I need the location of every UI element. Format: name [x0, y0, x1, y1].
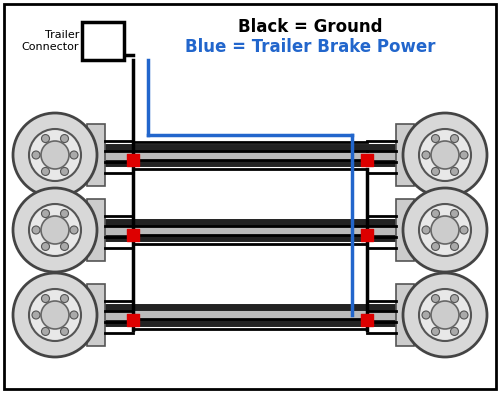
- Point: [129, 317, 137, 323]
- Point: [363, 157, 371, 163]
- Text: Trailer
Connector: Trailer Connector: [22, 30, 79, 52]
- Circle shape: [450, 327, 458, 336]
- Circle shape: [42, 134, 50, 143]
- Bar: [82, 22, 124, 60]
- Circle shape: [29, 289, 81, 341]
- Circle shape: [41, 216, 69, 244]
- Circle shape: [450, 167, 458, 175]
- Circle shape: [70, 226, 78, 234]
- Circle shape: [460, 226, 468, 234]
- Circle shape: [70, 151, 78, 159]
- Circle shape: [403, 188, 487, 272]
- Circle shape: [460, 311, 468, 319]
- Circle shape: [432, 294, 440, 303]
- Circle shape: [432, 209, 440, 218]
- Circle shape: [60, 209, 68, 218]
- Circle shape: [42, 209, 50, 218]
- Bar: [86, 284, 104, 346]
- Circle shape: [422, 311, 430, 319]
- Circle shape: [13, 113, 97, 197]
- Circle shape: [432, 327, 440, 336]
- Point: [129, 232, 137, 238]
- Circle shape: [422, 226, 430, 234]
- Circle shape: [70, 311, 78, 319]
- Circle shape: [41, 301, 69, 329]
- Circle shape: [29, 204, 81, 256]
- Point: [363, 317, 371, 323]
- Circle shape: [60, 242, 68, 250]
- Bar: [396, 199, 413, 261]
- Circle shape: [42, 294, 50, 303]
- Bar: [396, 284, 413, 346]
- Circle shape: [450, 242, 458, 250]
- Circle shape: [42, 327, 50, 336]
- Bar: [86, 199, 104, 261]
- Circle shape: [60, 134, 68, 143]
- Point: [129, 157, 137, 163]
- Circle shape: [431, 301, 459, 329]
- Circle shape: [60, 294, 68, 303]
- Circle shape: [432, 134, 440, 143]
- Circle shape: [403, 273, 487, 357]
- Circle shape: [13, 188, 97, 272]
- Circle shape: [32, 226, 40, 234]
- Circle shape: [460, 151, 468, 159]
- Circle shape: [13, 273, 97, 357]
- Circle shape: [422, 151, 430, 159]
- Circle shape: [431, 216, 459, 244]
- Circle shape: [60, 327, 68, 336]
- Circle shape: [41, 141, 69, 169]
- Text: Black = Ground: Black = Ground: [238, 18, 382, 36]
- Circle shape: [29, 129, 81, 181]
- Bar: [86, 124, 104, 186]
- Bar: [396, 124, 413, 186]
- Circle shape: [32, 311, 40, 319]
- Circle shape: [403, 113, 487, 197]
- Circle shape: [419, 204, 471, 256]
- Circle shape: [42, 167, 50, 175]
- Circle shape: [432, 242, 440, 250]
- Circle shape: [419, 129, 471, 181]
- Point: [363, 232, 371, 238]
- Text: Blue = Trailer Brake Power: Blue = Trailer Brake Power: [185, 38, 435, 56]
- Circle shape: [32, 151, 40, 159]
- Circle shape: [432, 167, 440, 175]
- Circle shape: [419, 289, 471, 341]
- Circle shape: [60, 167, 68, 175]
- Circle shape: [450, 134, 458, 143]
- Circle shape: [450, 294, 458, 303]
- Circle shape: [42, 242, 50, 250]
- Circle shape: [431, 141, 459, 169]
- Circle shape: [450, 209, 458, 218]
